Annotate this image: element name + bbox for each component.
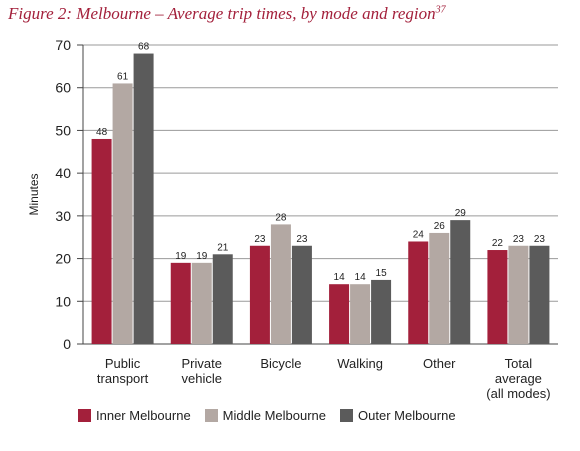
chart-title-text: Figure 2: Melbourne – Average trip times… xyxy=(8,4,436,23)
bar xyxy=(291,245,312,344)
y-tick-label: 40 xyxy=(55,165,71,181)
legend-label: Middle Melbourne xyxy=(222,408,327,423)
data-label: 19 xyxy=(196,251,208,262)
bar xyxy=(450,220,471,344)
bar xyxy=(408,241,429,344)
bar xyxy=(270,224,291,344)
y-tick-label: 10 xyxy=(55,293,71,309)
bar xyxy=(429,232,450,344)
category-label: Bicycle xyxy=(260,356,301,371)
data-label: 48 xyxy=(96,127,108,138)
y-tick-label: 50 xyxy=(55,122,71,138)
legend-swatch xyxy=(204,409,218,422)
data-label: 23 xyxy=(534,234,546,245)
data-label: 61 xyxy=(117,71,129,82)
data-label: 26 xyxy=(434,221,446,232)
bar xyxy=(133,53,154,345)
legend-label: Inner Melbourne xyxy=(96,408,191,423)
data-label: 68 xyxy=(138,42,150,53)
category-label: (all modes) xyxy=(486,386,550,401)
data-label: 14 xyxy=(355,272,367,283)
data-label: 23 xyxy=(513,234,525,245)
y-tick-label: 60 xyxy=(55,80,71,96)
data-label: 19 xyxy=(175,251,187,262)
category-label: vehicle xyxy=(182,371,222,386)
bar xyxy=(350,284,371,344)
category-label: Total xyxy=(505,356,533,371)
data-label: 21 xyxy=(217,242,229,253)
y-axis-label: Minutes xyxy=(27,173,41,215)
data-label: 28 xyxy=(275,212,287,223)
bar xyxy=(371,279,392,344)
bar xyxy=(191,262,212,344)
bar xyxy=(170,262,191,344)
bar xyxy=(249,245,270,344)
category-label: Other xyxy=(423,356,456,371)
bar xyxy=(329,284,350,344)
bar xyxy=(112,83,133,344)
category-label: Walking xyxy=(337,356,383,371)
category-label: Public xyxy=(105,356,141,371)
chart-title-footnote: 37 xyxy=(435,4,446,16)
bar xyxy=(212,254,233,344)
y-tick-label: 70 xyxy=(55,37,71,53)
data-label: 22 xyxy=(492,238,504,249)
bar xyxy=(508,245,529,344)
data-label: 14 xyxy=(334,272,346,283)
bar xyxy=(487,250,508,344)
y-tick-label: 0 xyxy=(63,336,71,352)
data-label: 23 xyxy=(254,234,266,245)
y-tick-label: 20 xyxy=(55,251,71,267)
data-label: 24 xyxy=(413,229,425,240)
data-label: 15 xyxy=(376,268,388,279)
data-label: 23 xyxy=(296,234,308,245)
legend-swatch xyxy=(78,409,91,422)
chart-title: Figure 2: Melbourne – Average trip times… xyxy=(8,4,446,24)
legend-item: Inner Melbourne xyxy=(78,408,191,423)
category-label: Private xyxy=(182,356,222,371)
data-label: 29 xyxy=(455,208,467,219)
legend: Inner Melbourne Middle Melbourne Outer Mel… xyxy=(78,408,456,423)
legend-item: Outer Melbourne xyxy=(340,408,456,423)
legend-label: Outer Melbourne xyxy=(358,408,456,423)
bar xyxy=(91,138,112,344)
category-label: transport xyxy=(97,371,149,386)
legend-item: Middle Melbourne xyxy=(204,408,327,423)
category-label: average xyxy=(495,371,542,386)
bar xyxy=(529,245,550,344)
legend-swatch xyxy=(340,409,354,422)
y-tick-label: 30 xyxy=(55,208,71,224)
